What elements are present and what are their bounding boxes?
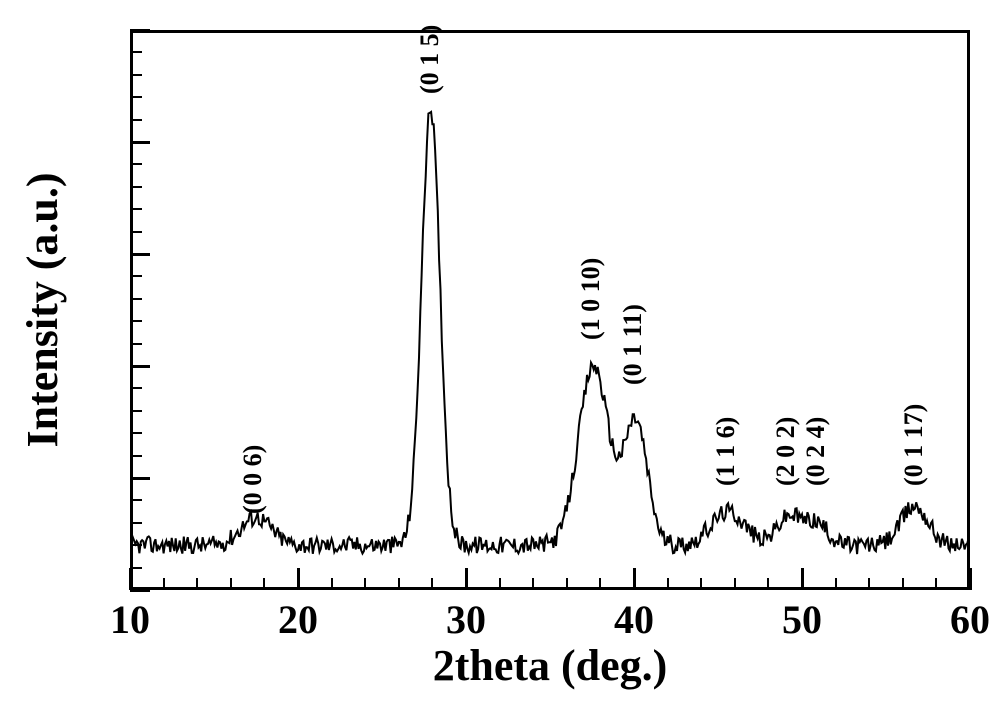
y-tick-minor bbox=[130, 387, 142, 389]
y-tick-minor bbox=[130, 275, 142, 277]
peak-label: (0 1 5) bbox=[415, 24, 445, 93]
y-tick-minor bbox=[130, 432, 142, 434]
x-tick-minor bbox=[599, 578, 601, 590]
x-tick-minor bbox=[902, 578, 904, 590]
x-tick-major bbox=[633, 568, 636, 590]
y-tick-major bbox=[130, 253, 150, 256]
y-tick-major bbox=[130, 477, 150, 480]
y-tick-minor bbox=[130, 298, 142, 300]
x-tick-minor bbox=[499, 578, 501, 590]
peak-label: (1 0 10) bbox=[576, 258, 606, 340]
y-tick-minor bbox=[130, 522, 142, 524]
x-tick-minor bbox=[868, 578, 870, 590]
y-tick-major bbox=[130, 589, 150, 592]
x-tick-label: 40 bbox=[614, 596, 654, 643]
y-tick-minor bbox=[130, 455, 142, 457]
y-tick-minor bbox=[130, 51, 142, 53]
peak-label: (0 0 6) bbox=[238, 444, 268, 513]
y-tick-minor bbox=[130, 186, 142, 188]
y-tick-minor bbox=[130, 320, 142, 322]
x-tick-minor bbox=[700, 578, 702, 590]
y-tick-minor bbox=[130, 96, 142, 98]
x-tick-minor bbox=[331, 578, 333, 590]
x-tick-minor bbox=[767, 578, 769, 590]
x-tick-minor bbox=[835, 578, 837, 590]
x-tick-minor bbox=[734, 578, 736, 590]
peak-label: (2 0 2) bbox=[771, 416, 801, 485]
peak-label: (0 1 11) bbox=[618, 304, 648, 385]
y-tick-minor bbox=[130, 163, 142, 165]
y-tick-minor bbox=[130, 410, 142, 412]
x-tick-minor bbox=[532, 578, 534, 590]
x-tick-minor bbox=[263, 578, 265, 590]
y-tick-major bbox=[130, 29, 150, 32]
y-tick-minor bbox=[130, 231, 142, 233]
x-tick-minor bbox=[431, 578, 433, 590]
x-tick-minor bbox=[667, 578, 669, 590]
x-tick-minor bbox=[196, 578, 198, 590]
x-tick-minor bbox=[230, 578, 232, 590]
chart-container: 10 20 30 40 50 60 (0 0 6) (0 1 5) (1 0 10) (0 1 … bbox=[0, 0, 1000, 708]
x-tick-major bbox=[969, 568, 972, 590]
y-tick-minor bbox=[130, 119, 142, 121]
y-tick-minor bbox=[130, 208, 142, 210]
x-tick-label: 60 bbox=[950, 596, 990, 643]
y-tick-major bbox=[130, 365, 150, 368]
peak-label: (1 1 6) bbox=[711, 416, 741, 485]
x-tick-major bbox=[297, 568, 300, 590]
x-tick-major bbox=[801, 568, 804, 590]
x-tick-label: 50 bbox=[782, 596, 822, 643]
x-axis-label: 2theta (deg.) bbox=[433, 640, 668, 691]
x-tick-major bbox=[129, 568, 132, 590]
x-tick-minor bbox=[398, 578, 400, 590]
y-tick-minor bbox=[130, 567, 142, 569]
x-tick-label: 20 bbox=[278, 596, 318, 643]
y-tick-minor bbox=[130, 74, 142, 76]
x-tick-minor bbox=[364, 578, 366, 590]
x-tick-major bbox=[465, 568, 468, 590]
y-tick-minor bbox=[130, 499, 142, 501]
y-tick-minor bbox=[130, 343, 142, 345]
x-tick-label: 30 bbox=[446, 596, 486, 643]
y-axis-label: Intensity (a.u.) bbox=[17, 172, 68, 447]
x-tick-minor bbox=[163, 578, 165, 590]
peak-label: (0 1 17) bbox=[899, 403, 929, 485]
y-tick-major bbox=[130, 141, 150, 144]
spectrum-svg bbox=[0, 0, 1000, 708]
y-tick-minor bbox=[130, 544, 142, 546]
x-tick-minor bbox=[935, 578, 937, 590]
peak-label: (0 2 4) bbox=[801, 416, 831, 485]
x-tick-label: 10 bbox=[110, 596, 150, 643]
x-tick-minor bbox=[566, 578, 568, 590]
